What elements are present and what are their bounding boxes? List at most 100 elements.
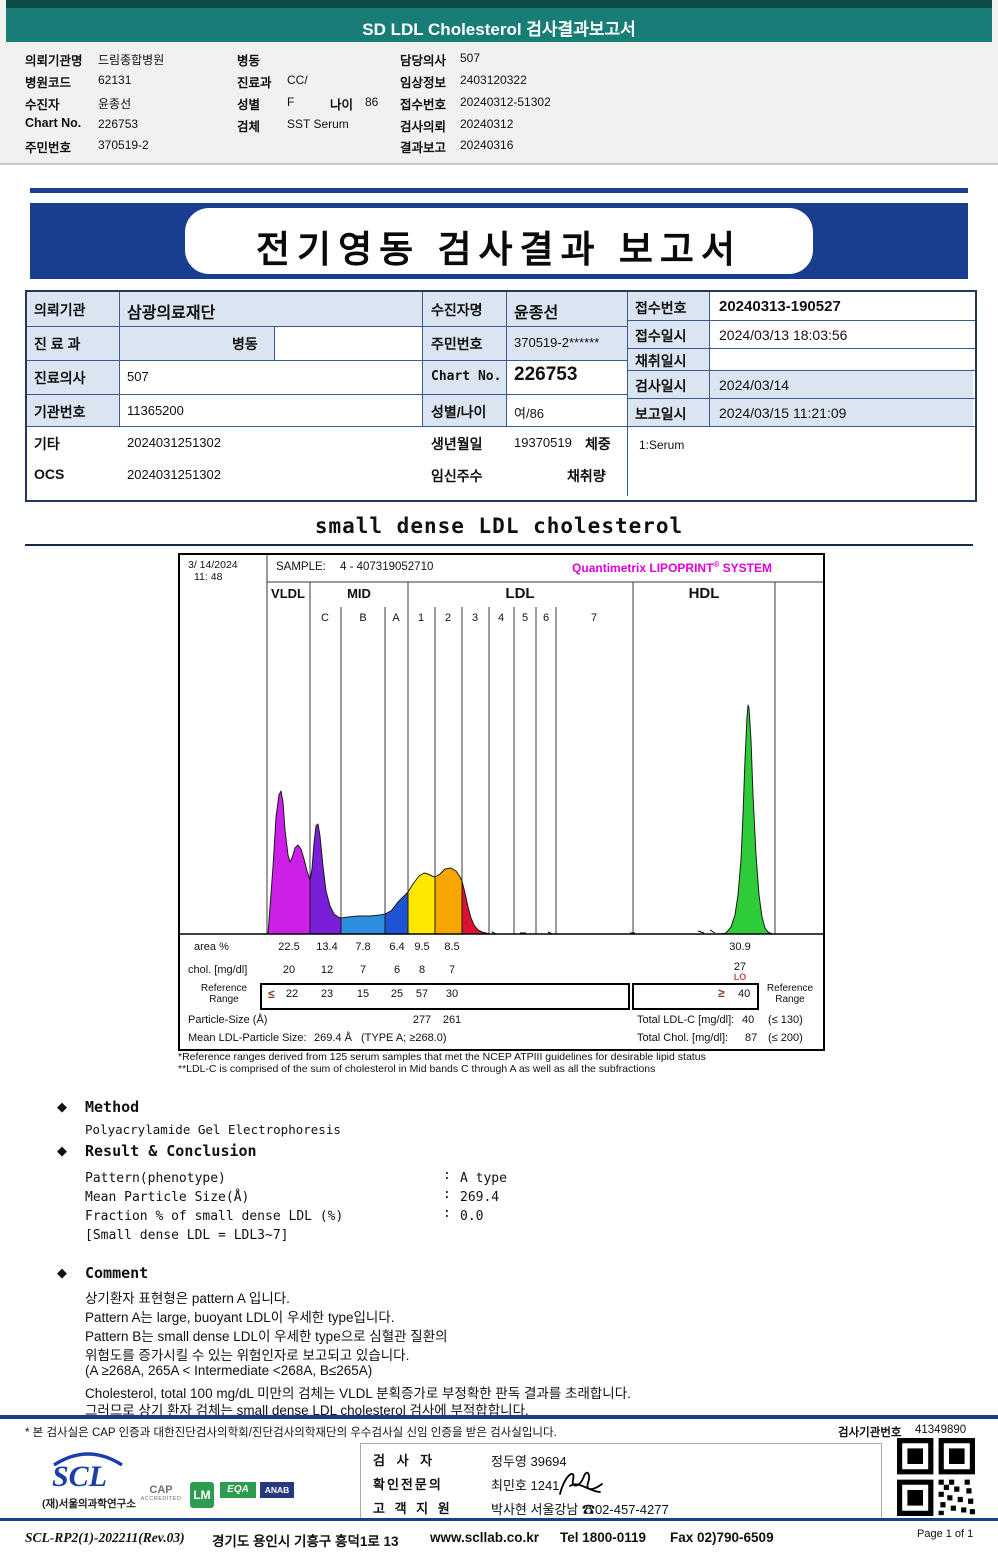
- field-label: 나이: [330, 98, 354, 112]
- row-sublabel: 병동: [232, 336, 258, 352]
- field-value: 370519-2: [98, 138, 149, 152]
- doc-code: SCL-RP2(1)-202211(Rev.03): [25, 1530, 185, 1545]
- ref-value: 25: [390, 988, 404, 1000]
- teal-dark-strip: [6, 0, 992, 8]
- field-label: 진료과: [237, 76, 272, 90]
- ref-range-label-left: Reference Range: [200, 983, 248, 1005]
- divider: [627, 398, 975, 399]
- electrophoresis-plot: [180, 555, 823, 935]
- field-label: 성별: [237, 98, 261, 112]
- ref-value: 30: [445, 988, 459, 1000]
- row-value: 370519-2******: [514, 335, 600, 350]
- sample-value: 4 - 407319052710: [340, 561, 434, 573]
- cert-note: * 본 검사실은 CAP 인증과 대한진단검사의학회/진단검사의학재단의 우수검…: [25, 1427, 557, 1439]
- band-group-label: VLDL: [271, 586, 305, 601]
- row-label-area: area %: [194, 941, 229, 953]
- row-label: 수진자명: [431, 302, 483, 318]
- staff-value: 정두영 39694: [491, 1454, 567, 1469]
- scl-logo-text: SCL: [52, 1460, 108, 1493]
- org-no-label: 검사기관번호: [838, 1427, 902, 1439]
- chol-value: 27: [733, 961, 747, 973]
- label-col-bg: [27, 292, 119, 426]
- row-label: 성별/나이: [431, 404, 487, 420]
- divider: [422, 292, 423, 426]
- sub-band-label: 4: [497, 612, 505, 624]
- band-fill-hdl: [719, 704, 773, 935]
- sub-band-label: 2: [444, 612, 452, 624]
- divider: [27, 426, 975, 427]
- row-label: 기관번호: [34, 404, 86, 420]
- row-value: 20240313-190527: [719, 298, 841, 315]
- comment-line: Cholesterol, total 100 mg/dL 미만의 검체는 VLD…: [85, 1386, 631, 1401]
- diamond-bullet-icon: ◆: [57, 1143, 67, 1158]
- band-fill-ldl3: [461, 880, 490, 935]
- scl-arc-icon: [53, 1452, 123, 1466]
- divider: [627, 292, 628, 496]
- area-value: 30.9: [729, 941, 751, 953]
- chol-value: 20: [282, 964, 296, 976]
- total-ldl-label: Total LDL-C [mg/dl]:: [637, 1014, 735, 1026]
- area-value: 7.8: [355, 941, 371, 953]
- band-fill-ldl1: [407, 872, 436, 935]
- total-ldl-ref: (≤ 130): [768, 1014, 803, 1026]
- comment-heading: Comment: [85, 1264, 149, 1282]
- signature-icon: [559, 1471, 603, 1495]
- divider: [27, 326, 627, 327]
- staff-label: 검 사 자: [373, 1453, 437, 1468]
- lm-logo: LM: [190, 1482, 214, 1508]
- field-value: 86: [365, 95, 379, 109]
- band-gridlines: [266, 555, 823, 934]
- chol-value: 8: [418, 964, 426, 976]
- qr-code-icon: [897, 1438, 975, 1516]
- band-group-label: HDL: [688, 585, 720, 602]
- staff-value: 최민호 1241: [491, 1478, 560, 1493]
- ref-range-box-main: [260, 983, 630, 1010]
- sub-band-label: C: [321, 612, 329, 624]
- cell-bg: [119, 326, 274, 360]
- divider: [506, 292, 507, 426]
- chart-footnote-1: *Reference ranges derived from 125 serum…: [178, 1051, 706, 1063]
- comment-line: 상기환자 표현형은 pattern A 입니다.: [85, 1291, 290, 1306]
- geq-symbol: ≥: [718, 986, 725, 1000]
- row-label: 주민번호: [431, 336, 483, 352]
- field-label: Chart No.: [25, 116, 82, 130]
- brand-prefix: Quantimetrix LIPOPRINT: [572, 561, 714, 575]
- scl-logo-sub: (재)서울의과학연구소: [42, 1498, 136, 1510]
- field-value: 62131: [98, 73, 132, 87]
- result-label: Mean Particle Size(Å): [85, 1190, 250, 1205]
- eqa-logo: EQA: [220, 1482, 256, 1498]
- row-value: 226753: [514, 364, 578, 385]
- method-heading: Method: [85, 1098, 140, 1116]
- chart-title-rule: [25, 544, 973, 546]
- banner: 전기영동 검사결과 보고서: [30, 203, 968, 279]
- sub-band-label: 1: [417, 612, 425, 624]
- row-value: 삼광의료재단: [127, 305, 216, 322]
- sample-label: SAMPLE:: [276, 561, 326, 573]
- lipoprint-brand: Quantimetrix LIPOPRINT® SYSTEM: [180, 560, 772, 575]
- row-value: 507: [127, 369, 149, 384]
- row-label: OCS: [34, 466, 65, 482]
- cap-logo: CAP ACCREDITED: [135, 1484, 187, 1502]
- result-colon: :: [443, 1168, 451, 1183]
- area-value: 8.5: [444, 941, 460, 953]
- field-value: SST Serum: [287, 117, 349, 131]
- label-col-bg: [627, 292, 709, 426]
- comment-line: 그러므로 상기 환자 검체는 small dense LDL cholester…: [85, 1403, 529, 1418]
- ref-value: 57: [415, 988, 429, 1000]
- anab-logo: ANAB: [260, 1482, 294, 1498]
- result-colon: :: [443, 1206, 451, 1221]
- field-value: 20240312-51302: [460, 95, 551, 109]
- sub-band-label: 6: [542, 612, 550, 624]
- result-heading: Result & Conclusion: [85, 1142, 257, 1160]
- chart-time: 11: 48: [194, 571, 223, 583]
- footer-divider: [0, 1415, 998, 1419]
- field-value: 226753: [98, 117, 139, 131]
- banner-top-rule: [30, 188, 968, 193]
- row-value: 2024031251302: [127, 467, 221, 482]
- field-label: 수진자: [25, 98, 60, 112]
- result-colon: :: [443, 1187, 451, 1202]
- chol-value: 7: [359, 964, 367, 976]
- field-value: 윤종선: [98, 97, 132, 111]
- banner-title-plate: 전기영동 검사결과 보고서: [185, 208, 813, 274]
- diamond-bullet-icon: ◆: [57, 1099, 67, 1114]
